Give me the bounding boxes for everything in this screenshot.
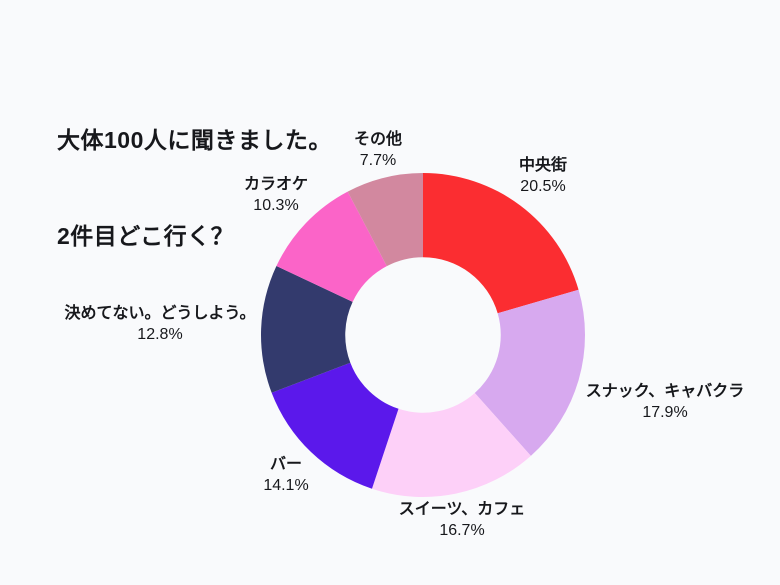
segment-percentage: 10.3%: [253, 197, 299, 214]
pie-segment-5: [276, 191, 387, 302]
pie-segment-2: [371, 393, 531, 497]
pie-segment-1: [474, 289, 586, 456]
segment-name: 決めてない。どうしよう。: [64, 305, 256, 322]
segment-label-karaoke: カラオケ 10.3%: [244, 174, 308, 216]
segment-label-snack-kyabakura: スナック、キャバクラ 17.9%: [586, 381, 745, 423]
segment-percentage: 7.7%: [359, 152, 397, 169]
segment-name: その他: [353, 131, 403, 148]
segment-percentage: 20.5%: [520, 178, 566, 195]
pie-segment-6: [347, 173, 423, 267]
segment-percentage: 17.9%: [642, 404, 688, 421]
segment-name: バー: [269, 456, 302, 473]
segment-percentage: 16.7%: [439, 522, 485, 539]
chart-title-line1: 大体100人に聞きました。: [57, 127, 332, 153]
pie-segment-3: [271, 362, 399, 489]
segment-label-sonota: その他 7.7%: [354, 129, 402, 171]
segment-name: カラオケ: [243, 176, 309, 193]
segment-percentage: 14.1%: [263, 477, 309, 494]
segment-label-bar: バー 14.1%: [263, 454, 308, 496]
segment-name: スナック、キャバクラ: [585, 383, 745, 400]
segment-label-chuogai: 中央街 20.5%: [519, 155, 567, 197]
chart-title-line2: 2件目どこ行く？: [57, 223, 235, 249]
segment-label-kimetenai: 決めてない。どうしよう。 12.8%: [64, 303, 255, 345]
segment-name: 中央街: [518, 157, 568, 174]
segment-percentage: 12.8%: [137, 326, 183, 343]
chart-title: 大体100人に聞きました。 2件目どこ行く？: [57, 60, 332, 316]
segment-label-sweets-cafe: スイーツ、カフェ 16.7%: [399, 499, 525, 541]
segment-name: スイーツ、カフェ: [398, 501, 526, 518]
pie-segment-0: [423, 173, 579, 314]
pie-segment-4: [261, 266, 353, 393]
